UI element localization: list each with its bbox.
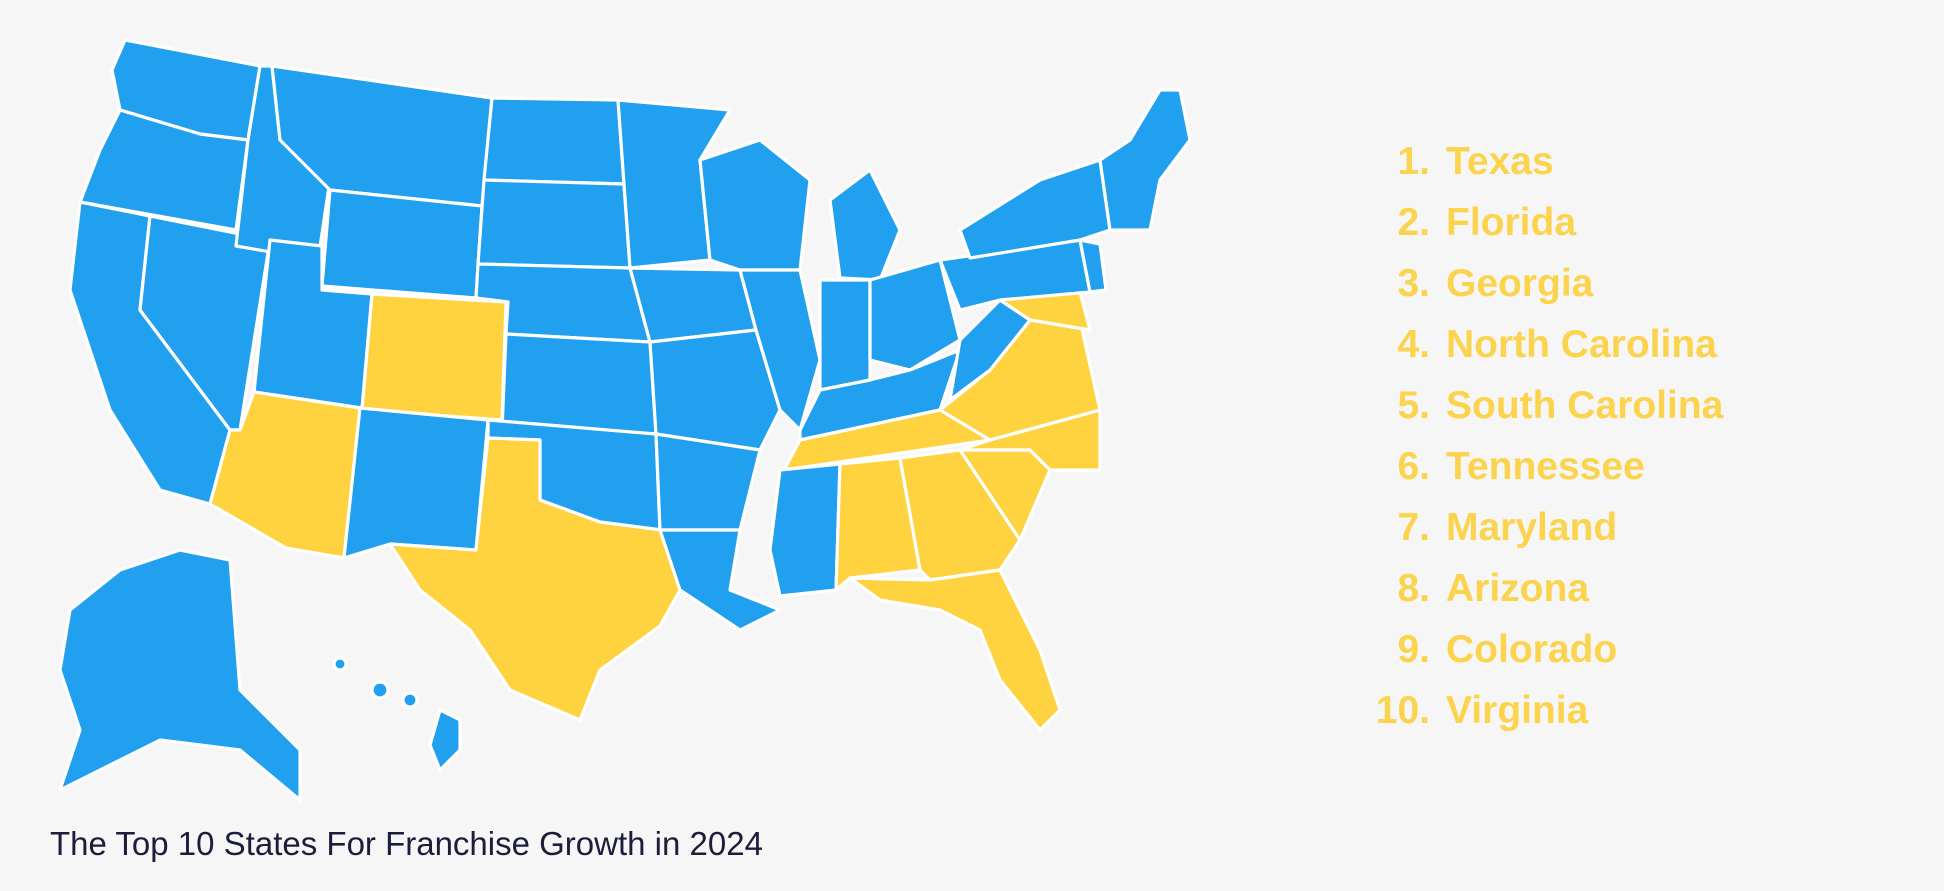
ranking-number: 10. [1375, 689, 1430, 732]
ranking-number: 5. [1397, 384, 1430, 427]
ranking-state: Arizona [1446, 567, 1590, 610]
state-hawaii-islet [370, 680, 390, 700]
ranking-item: 6. Tennessee [1370, 445, 1723, 506]
state-wisconsin [698, 138, 812, 272]
ranking-item: 2. Florida [1370, 201, 1723, 262]
ranking-number: 8. [1397, 567, 1430, 610]
state-oregon [78, 108, 250, 232]
ranking-state: North Carolina [1446, 323, 1717, 366]
state-hawaii-islet [401, 691, 419, 709]
state-colorado[interactable] [360, 292, 508, 422]
ranking-number: 2. [1397, 201, 1430, 244]
state-missouri [648, 328, 782, 452]
state-arkansas [654, 432, 762, 532]
ranking-number: 7. [1397, 506, 1430, 549]
ranking-state: Texas [1446, 140, 1554, 183]
ranking-state: Maryland [1446, 506, 1618, 549]
state-north-dakota [482, 96, 626, 186]
state-new-england [1098, 88, 1192, 232]
state-indiana [818, 278, 872, 392]
state-mississippi [768, 462, 842, 598]
ranking-item: 5. South Carolina [1370, 384, 1723, 445]
ranking-number: 6. [1397, 445, 1430, 488]
state-kansas [500, 332, 658, 436]
ranking-state: Colorado [1446, 628, 1618, 671]
ranking-state: Florida [1446, 201, 1577, 244]
state-texas[interactable] [388, 436, 682, 722]
state-new-mexico [342, 406, 490, 560]
state-wyoming [320, 188, 484, 300]
ranking-item: 3. Georgia [1370, 262, 1723, 323]
ranking-state: Tennessee [1446, 445, 1645, 488]
us-map-svg [58, 38, 1192, 802]
ranking-item: 4. North Carolina [1370, 323, 1723, 384]
state-south-dakota [476, 178, 632, 270]
state-louisiana [658, 528, 782, 632]
ranking-number: 4. [1397, 323, 1430, 366]
ranking-state: Virginia [1446, 689, 1589, 732]
state-hawaii [428, 708, 462, 772]
state-new-jersey [1078, 238, 1108, 294]
ranking-number: 1. [1397, 140, 1430, 183]
ranking-number: 3. [1397, 262, 1430, 305]
state-hawaii-islet [332, 656, 348, 672]
ranking-item: 7. Maryland [1370, 506, 1723, 567]
map-caption: The Top 10 States For Franchise Growth i… [50, 825, 763, 862]
ranking-item: 9. Colorado [1370, 628, 1723, 689]
state-alabama[interactable] [834, 456, 922, 592]
state-michigan [828, 168, 902, 282]
ranking-item: 10. Virginia [1370, 689, 1723, 750]
state-west-virginia [948, 298, 1032, 402]
ranking-item: 1. Texas [1370, 140, 1723, 201]
ranking-number: 9. [1397, 628, 1430, 671]
us-map [40, 30, 1200, 820]
state-ohio [868, 258, 962, 372]
state-alaska [58, 548, 302, 802]
ranking-list: 1. Texas 2. Florida 3. Georgia 4. North Caro… [1370, 140, 1724, 750]
ranking-item: 8. Arizona [1370, 567, 1723, 628]
ranking-state: South Carolina [1446, 384, 1724, 427]
ranking-state: Georgia [1446, 262, 1594, 305]
state-florida[interactable] [848, 568, 1062, 732]
